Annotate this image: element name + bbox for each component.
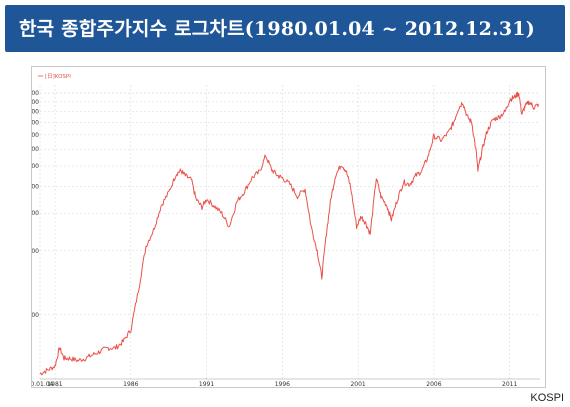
y-tick-label: 1,000 xyxy=(32,163,39,170)
y-tick-label: 200 xyxy=(32,312,39,319)
chart-frame: 200 400 600 800 1,000 1,200 1,400 1,600 1,800 2,0… xyxy=(31,66,546,388)
x-tick-label: 2011 xyxy=(502,381,517,387)
y-tick-label: 400 xyxy=(32,248,39,255)
x-tick-label: 1996 xyxy=(275,381,290,387)
y-tick-label: 1,800 xyxy=(32,109,39,116)
series-layer xyxy=(39,91,539,376)
y-tick-label: 1,400 xyxy=(32,132,39,139)
title-banner: 한국 종합주가지수 로그차트(1980.01.04 ~ 2012.12.31) xyxy=(5,5,565,52)
legend: [日]KOSPI xyxy=(38,73,71,80)
y-tick-label: 600 xyxy=(32,210,39,217)
chart-title: 한국 종합주가지수 로그차트(1980.01.04 ~ 2012.12.31) xyxy=(19,18,535,40)
y-tick-label: 1,200 xyxy=(32,146,39,153)
grid-layer xyxy=(39,85,540,379)
legend-label: [日]KOSPI xyxy=(45,73,71,80)
axis-layer: 200 400 600 800 1,000 1,200 1,400 1,600 1,800 2,0… xyxy=(32,90,540,387)
kospi-series-line xyxy=(39,91,539,376)
x-tick-label: 80.01.04 xyxy=(32,381,54,387)
y-tick-label: 2,000 xyxy=(32,99,39,106)
x-tick-label: 2006 xyxy=(426,381,441,387)
source-label: KOSPI xyxy=(530,392,564,404)
y-tick-label: 1,600 xyxy=(32,120,39,127)
kospi-log-chart: 200 400 600 800 1,000 1,200 1,400 1,600 1,800 2,0… xyxy=(32,73,540,387)
x-tick-label: 1981 xyxy=(47,381,62,387)
x-tick-label: 1986 xyxy=(123,381,138,387)
x-tick-label: 2001 xyxy=(350,381,365,387)
y-tick-label: 2,200 xyxy=(32,90,39,97)
y-tick-label: 800 xyxy=(32,184,39,191)
x-tick-label: 1991 xyxy=(199,381,214,387)
